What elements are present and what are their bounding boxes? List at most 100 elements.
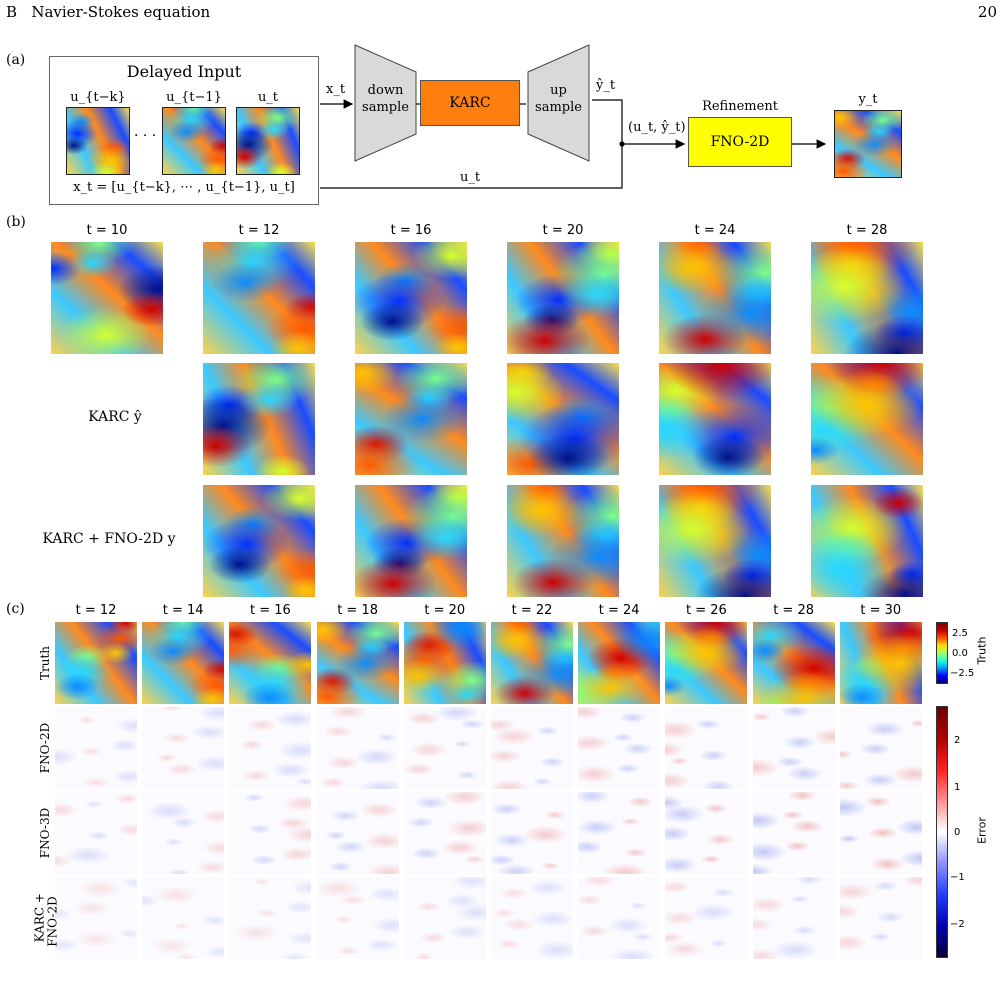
panel-c-truth-field bbox=[665, 622, 748, 704]
panel-c-error-field bbox=[316, 792, 399, 874]
panel-c-truth-field bbox=[752, 622, 835, 704]
pair-label: (u_t, ŷ_t) bbox=[628, 120, 686, 135]
down-sample-block: down sample bbox=[355, 82, 416, 116]
panel-b-field bbox=[203, 485, 315, 597]
panel-c-error-field bbox=[665, 707, 748, 789]
panel-b-field bbox=[507, 485, 619, 597]
input-formula: x_t = [u_{t−k}, ⋯ , u_{t−1}, u_t] bbox=[73, 180, 295, 195]
yt-label: y_t bbox=[858, 92, 878, 107]
panel-c-row-label-fno2d: FNO-2D bbox=[38, 722, 52, 774]
panel-b-field bbox=[203, 242, 315, 354]
panel-c-truth-field bbox=[839, 622, 922, 704]
truth-tick-2-5: 2.5 bbox=[952, 628, 968, 639]
panel-c-error-field bbox=[403, 792, 486, 874]
panel-b-time-label: t = 20 bbox=[542, 223, 584, 238]
panel-c-error-field bbox=[55, 707, 137, 789]
input-label-ut-k: u_{t−k} bbox=[70, 90, 126, 105]
panel-c-truth-field bbox=[229, 622, 312, 704]
panel-a-label: (a) bbox=[6, 52, 26, 68]
delayed-input-box bbox=[49, 56, 319, 205]
panel-b-time-label: t = 12 bbox=[238, 223, 280, 238]
panel-c-error-field bbox=[491, 707, 573, 789]
panel-c-time-label: t = 14 bbox=[162, 603, 204, 618]
panel-c-error-field bbox=[229, 877, 312, 959]
up-sample-line2: sample bbox=[535, 100, 582, 115]
panel-b-row-label-karc: KARC ŷ bbox=[88, 409, 142, 425]
panel-c-row-label-karc-fno-text: KARC + FNO-2D bbox=[32, 893, 60, 947]
down-sample-line1: down bbox=[367, 83, 404, 98]
panel-b-field bbox=[51, 242, 163, 354]
panel-b-label: (b) bbox=[6, 214, 26, 230]
panel-c-error-field bbox=[752, 877, 835, 959]
panel-b-time-label: t = 16 bbox=[390, 223, 432, 238]
panel-c-error-field bbox=[578, 792, 661, 874]
input-field-ut bbox=[236, 107, 300, 175]
truth-colorbar bbox=[936, 622, 948, 684]
panel-b-field bbox=[355, 485, 467, 597]
panel-c-error-field bbox=[55, 877, 137, 959]
panel-c-row-label-karc-fno: KARC + FNO-2D bbox=[21, 882, 60, 962]
section-header: B Navier-Stokes equation bbox=[6, 3, 211, 21]
panel-b-field bbox=[507, 363, 619, 475]
panel-c-error-field bbox=[665, 792, 748, 874]
down-sample-line2: sample bbox=[362, 100, 409, 115]
karc-block: KARC bbox=[420, 80, 520, 126]
panel-c-error-field bbox=[578, 707, 661, 789]
error-colorbar-label: Error bbox=[975, 817, 989, 844]
panel-b-time-label: t = 28 bbox=[846, 223, 888, 238]
yhat-label: ŷ_t bbox=[596, 78, 616, 93]
panel-c-error-field bbox=[142, 877, 225, 959]
panel-c-error-field bbox=[316, 707, 399, 789]
panel-c-truth-field bbox=[491, 622, 573, 704]
panel-c-error-field bbox=[752, 707, 835, 789]
pipeline-arrows bbox=[320, 44, 827, 189]
ut-line-label: u_t bbox=[460, 170, 481, 185]
error-tick-1: 1 bbox=[954, 782, 961, 793]
panel-c-time-label: t = 24 bbox=[598, 603, 640, 618]
panel-c-truth-field bbox=[316, 622, 399, 704]
panel-c-time-label: t = 28 bbox=[773, 603, 814, 618]
panel-c-error-field bbox=[142, 792, 225, 874]
input-field-ut-k bbox=[66, 107, 130, 175]
panel-b-row-label-karc-fno: KARC + FNO-2D y bbox=[42, 531, 176, 547]
panel-c-truth-field bbox=[55, 622, 137, 704]
error-colorbar bbox=[936, 706, 948, 958]
fno2d-block: FNO-2D bbox=[688, 117, 792, 167]
panel-c-row-label-fno3d: FNO-3D bbox=[38, 807, 52, 859]
panel-c-time-label: t = 30 bbox=[860, 603, 902, 618]
panel-c-error-field bbox=[578, 877, 661, 959]
panel-b-time-label: t = 10 bbox=[86, 223, 128, 238]
up-sample-line1: up bbox=[550, 83, 567, 98]
panel-c-time-label: t = 26 bbox=[685, 603, 727, 618]
panel-b-field bbox=[355, 363, 467, 475]
panel-c-error-field bbox=[229, 707, 312, 789]
panel-c-time-label: t = 18 bbox=[337, 603, 378, 618]
panel-c-truth-field bbox=[142, 622, 225, 704]
panel-c-error-field bbox=[403, 707, 486, 789]
input-label-ut-1: u_{t−1} bbox=[166, 90, 222, 105]
panel-c-row-label-truth: Truth bbox=[38, 645, 52, 681]
panel-c-error-field bbox=[316, 877, 399, 959]
up-sample-block: up sample bbox=[528, 82, 589, 116]
panel-c-error-field bbox=[665, 877, 748, 959]
panel-b-field bbox=[811, 363, 923, 475]
panel-b-field bbox=[203, 363, 315, 475]
truth-tick-neg-2-5: −2.5 bbox=[950, 668, 975, 679]
panel-b-field bbox=[811, 485, 923, 597]
panel-c-error-field bbox=[229, 792, 312, 874]
panel-b-field bbox=[811, 242, 923, 354]
panel-c-truth-field bbox=[403, 622, 486, 704]
panel-c-error-field bbox=[491, 877, 573, 959]
page-number: 20 bbox=[977, 3, 997, 21]
panel-c-error-field bbox=[839, 707, 922, 789]
truth-colorbar-label: Truth bbox=[975, 636, 989, 665]
panel-b-field bbox=[355, 242, 467, 354]
truth-tick-0: 0.0 bbox=[952, 648, 968, 659]
panel-c-error-field bbox=[839, 877, 922, 959]
input-field-ut-1 bbox=[162, 107, 226, 175]
panel-b-field bbox=[659, 242, 771, 354]
panel-b-field bbox=[659, 363, 771, 475]
panel-c-error-field bbox=[752, 792, 835, 874]
panel-c-time-label: t = 12 bbox=[75, 603, 117, 618]
panel-c-time-label: t = 20 bbox=[424, 603, 466, 618]
